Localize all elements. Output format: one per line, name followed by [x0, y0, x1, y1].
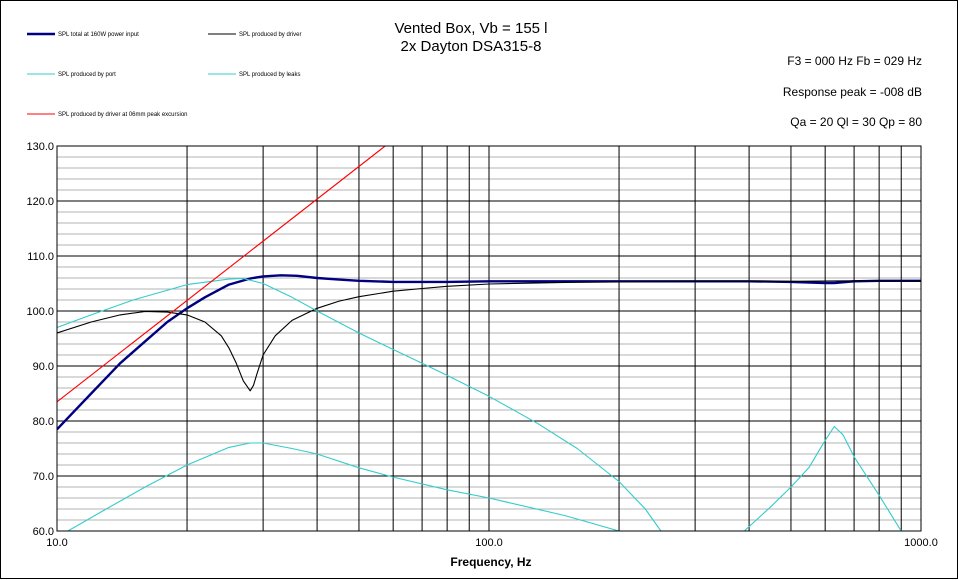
x-tick-label: 10.0 — [46, 537, 67, 549]
annotation-f3-fb: F3 = 000 Hz Fb = 029 Hz — [787, 54, 922, 68]
chart-subtitle: 2x Dayton DSA315-8 — [401, 38, 542, 55]
annotation-q-values: Qa = 20 Ql = 30 Qp = 80 — [790, 115, 922, 129]
series-line-5 — [57, 146, 386, 403]
annotation-response-peak: Response peak = -008 dB — [783, 85, 922, 99]
series-group — [57, 146, 921, 531]
legend-label: SPL produced by leaks — [239, 72, 300, 78]
x-tick-label: 1000.0 — [904, 537, 938, 549]
y-tick-label: 130.0 — [26, 141, 54, 153]
x-tick-label: 100.0 — [475, 537, 503, 549]
y-tick-label: 70.0 — [33, 471, 54, 483]
axes: 60.0 70.0 80.0 90.0 100.0 110.0 120.0 130.0 10.0… — [26, 141, 937, 549]
x-axis-title: Frequency, Hz — [450, 555, 531, 569]
y-tick-label: 100.0 — [26, 306, 54, 318]
legend-label: SPL produced by driver at 06mm peak excu… — [58, 112, 188, 118]
series-line-2 — [67, 442, 620, 531]
plot-border — [56, 145, 922, 532]
y-tick-label: 120.0 — [26, 196, 54, 208]
legend: SPL total at 160W power input SPL produce… — [27, 32, 301, 118]
legend-label: SPL produced by port — [58, 72, 116, 78]
y-tick-label: 60.0 — [33, 526, 54, 538]
series-line-0 — [57, 274, 921, 431]
grid — [56, 145, 921, 532]
series-line-1 — [57, 280, 921, 392]
y-tick-label: 110.0 — [27, 251, 54, 263]
chart-title: Vented Box, Vb = 155 l — [394, 20, 547, 37]
legend-label: SPL total at 160W power input — [58, 32, 139, 38]
y-tick-label: 80.0 — [33, 416, 54, 428]
legend-label: SPL produced by driver — [239, 32, 301, 38]
series-line-4 — [743, 425, 902, 531]
series-line-3 — [57, 277, 662, 531]
y-tick-label: 90.0 — [33, 361, 54, 373]
